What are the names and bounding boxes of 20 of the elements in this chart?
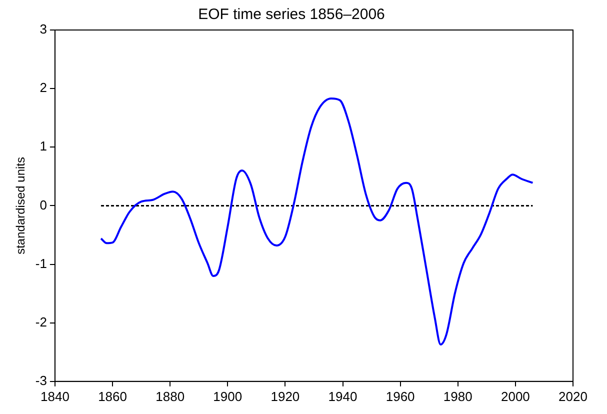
y-tick-label: -2 <box>35 314 47 330</box>
y-axis-title: standardised units <box>14 156 28 254</box>
x-tick-label: 1980 <box>443 388 472 404</box>
y-tick-label: 1 <box>40 138 47 154</box>
y-tick-label: -3 <box>35 372 47 388</box>
x-tick-label: 1900 <box>213 388 242 404</box>
x-tick-label: 1940 <box>328 388 358 404</box>
y-tick-label: 0 <box>40 197 47 212</box>
y-tick-label: 3 <box>40 22 47 37</box>
x-tick-label: 1880 <box>156 388 185 404</box>
x-tick-label: 1840 <box>40 388 70 404</box>
x-tick-label: 1920 <box>270 388 300 404</box>
y-tick-label: 2 <box>40 80 47 96</box>
chart-title: EOF time series 1856–2006 <box>198 6 385 24</box>
x-tick-label: 1960 <box>386 388 415 404</box>
line-series <box>100 98 534 346</box>
x-tick-label: 2020 <box>558 388 588 404</box>
y-tick-label: -1 <box>35 256 47 271</box>
x-tick-label: 1860 <box>98 388 127 404</box>
x-tick-label: 2000 <box>500 388 530 404</box>
